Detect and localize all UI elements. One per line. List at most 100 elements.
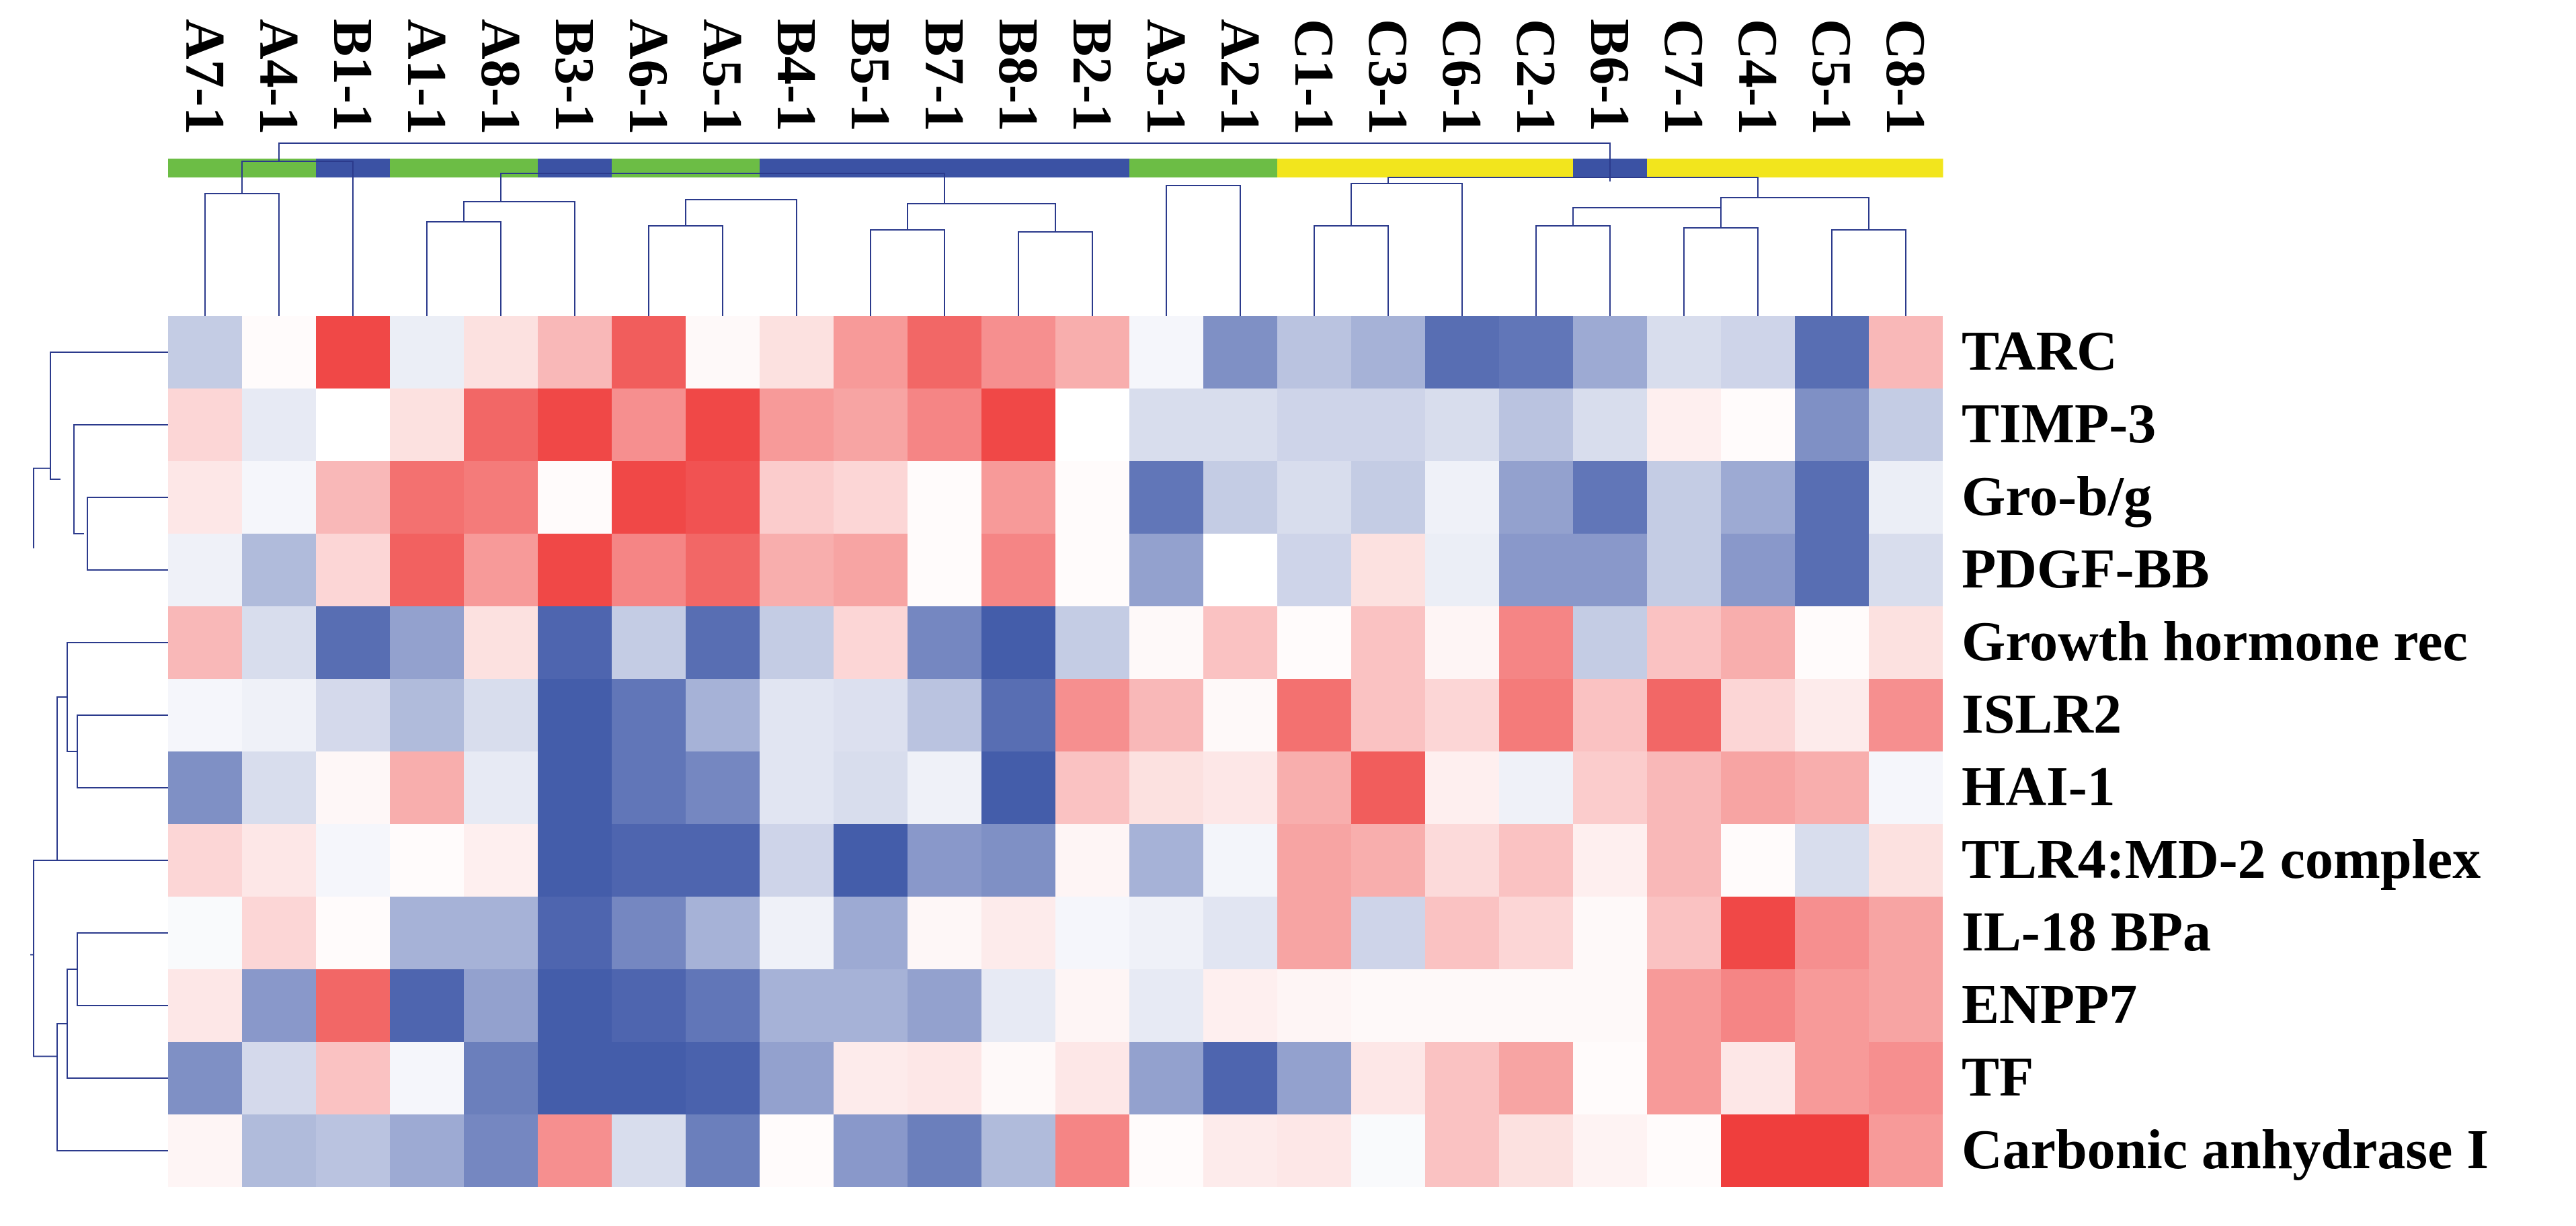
column-label: B3-1	[543, 19, 606, 132]
heatmap-cell	[1277, 316, 1351, 389]
heatmap-cell	[1573, 534, 1647, 606]
heatmap-cell	[1425, 606, 1499, 679]
heatmap-cell	[908, 389, 981, 461]
heatmap-cell	[1351, 389, 1425, 461]
heatmap-cell	[168, 751, 242, 824]
heatmap-cell	[1129, 751, 1203, 824]
heatmap-cell	[1055, 897, 1129, 969]
heatmap-cell	[834, 389, 908, 461]
heatmap-cell	[390, 1042, 464, 1114]
heatmap-cell	[538, 751, 612, 824]
heatmap-cell	[686, 534, 760, 606]
heatmap-cell	[538, 316, 612, 389]
heatmap-cell	[686, 897, 760, 969]
heatmap-cell	[464, 389, 538, 461]
heatmap-cell	[538, 897, 612, 969]
group-color-cell	[1795, 159, 1869, 177]
heatmap-cell	[1647, 1042, 1721, 1114]
heatmap-cell	[1203, 389, 1277, 461]
heatmap-cell	[1203, 679, 1277, 751]
heatmap-cell	[1721, 606, 1795, 679]
heatmap-cell	[686, 389, 760, 461]
heatmap-cell	[612, 897, 686, 969]
heatmap-cell	[612, 969, 686, 1042]
heatmap-cell	[1129, 824, 1203, 897]
heatmap-cell	[1277, 824, 1351, 897]
heatmap-cell	[1869, 606, 1943, 679]
column-label: A3-1	[1135, 19, 1197, 135]
heatmap-cell	[1573, 461, 1647, 534]
group-color-cell	[1277, 159, 1352, 177]
heatmap-cell	[1573, 679, 1647, 751]
heatmap-cell	[908, 969, 981, 1042]
heatmap-cell	[1721, 389, 1795, 461]
heatmap-cell	[242, 897, 316, 969]
dendrogram-branch	[1683, 227, 1759, 316]
heatmap-cell	[1869, 679, 1943, 751]
heatmap-cell	[1795, 824, 1869, 897]
heatmap-cell	[1277, 606, 1351, 679]
dendrogram-branch	[33, 467, 50, 548]
row-label: ENPP7	[1962, 973, 2137, 1036]
heatmap-cell	[1277, 751, 1351, 824]
heatmap-cell	[316, 679, 390, 751]
heatmap-cell	[612, 751, 686, 824]
heatmap-cell	[908, 751, 981, 824]
heatmap-cell	[1499, 534, 1573, 606]
heatmap-cell	[1647, 389, 1721, 461]
dendrogram-branch	[870, 229, 945, 316]
dendrogram-branch	[1831, 229, 1906, 316]
heatmap-cell	[464, 679, 538, 751]
heatmap-cell	[981, 1114, 1055, 1187]
heatmap-cell	[1869, 751, 1943, 824]
heatmap-cell	[981, 969, 1055, 1042]
heatmap-cell	[1203, 824, 1277, 897]
heatmap-cell	[1129, 606, 1203, 679]
heatmap-cell	[1129, 679, 1203, 751]
heatmap-cell	[1425, 1114, 1499, 1187]
dendrogram-branch	[77, 932, 168, 1006]
heatmap-cell	[1425, 1042, 1499, 1114]
heatmap-cell	[1055, 316, 1129, 389]
heatmap-cell	[1647, 751, 1721, 824]
heatmap-cell	[981, 461, 1055, 534]
heatmap-cell	[1129, 461, 1203, 534]
heatmap-cell	[390, 679, 464, 751]
column-dendrogram	[204, 142, 1906, 316]
heatmap-cell	[1425, 969, 1499, 1042]
heatmap-cell	[1055, 679, 1129, 751]
heatmap-cell	[1869, 1114, 1943, 1187]
heatmap-cell	[1795, 969, 1869, 1042]
column-label: C1-1	[1283, 19, 1345, 135]
heatmap-cell	[612, 316, 686, 389]
heatmap-cell	[1499, 606, 1573, 679]
heatmap-cell	[1277, 389, 1351, 461]
column-label: C6-1	[1431, 19, 1493, 135]
column-label: B4-1	[765, 19, 828, 132]
heatmap-cell	[1055, 1042, 1129, 1114]
heatmap-cell	[538, 461, 612, 534]
heatmap-cell	[464, 1042, 538, 1114]
column-label: C5-1	[1800, 19, 1863, 135]
heatmap-cell	[1351, 606, 1425, 679]
column-label: C8-1	[1874, 19, 1937, 135]
heatmap-cell	[538, 1042, 612, 1114]
heatmap-cell	[1795, 534, 1869, 606]
heatmap-cell	[242, 969, 316, 1042]
heatmap-cell	[686, 751, 760, 824]
heatmap-cell	[1721, 969, 1795, 1042]
heatmap-cell	[908, 897, 981, 969]
heatmap-cell	[834, 751, 908, 824]
heatmap-cell	[1425, 316, 1499, 389]
column-label: B5-1	[839, 19, 901, 132]
heatmap-cell	[1203, 461, 1277, 534]
heatmap-cell	[612, 679, 686, 751]
heatmap-cell	[1351, 679, 1425, 751]
heatmap-cell	[464, 751, 538, 824]
heatmap-cell	[760, 897, 834, 969]
heatmap-cell	[834, 534, 908, 606]
heatmap-cell	[1869, 897, 1943, 969]
heatmap-cell	[316, 534, 390, 606]
heatmap-cell	[390, 389, 464, 461]
heatmap-cell	[242, 824, 316, 897]
